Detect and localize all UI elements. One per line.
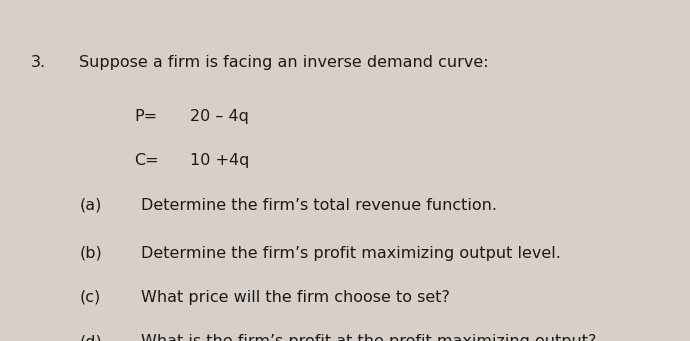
- Text: (c): (c): [79, 290, 101, 305]
- Text: (a): (a): [79, 198, 101, 213]
- Text: 10 +4q: 10 +4q: [190, 153, 249, 168]
- Text: 20 – 4q: 20 – 4q: [190, 109, 248, 124]
- Text: Suppose a firm is facing an inverse demand curve:: Suppose a firm is facing an inverse dema…: [79, 55, 489, 70]
- Text: What is the firm’s profit at the profit maximizing output?: What is the firm’s profit at the profit …: [141, 334, 597, 341]
- Text: (b): (b): [79, 246, 102, 261]
- Text: P=: P=: [135, 109, 158, 124]
- Text: 3.: 3.: [31, 55, 46, 70]
- Text: Determine the firm’s total revenue function.: Determine the firm’s total revenue funct…: [141, 198, 497, 213]
- Text: C=: C=: [135, 153, 159, 168]
- Text: What price will the firm choose to set?: What price will the firm choose to set?: [141, 290, 451, 305]
- Text: (d): (d): [79, 334, 102, 341]
- Text: Determine the firm’s profit maximizing output level.: Determine the firm’s profit maximizing o…: [141, 246, 562, 261]
